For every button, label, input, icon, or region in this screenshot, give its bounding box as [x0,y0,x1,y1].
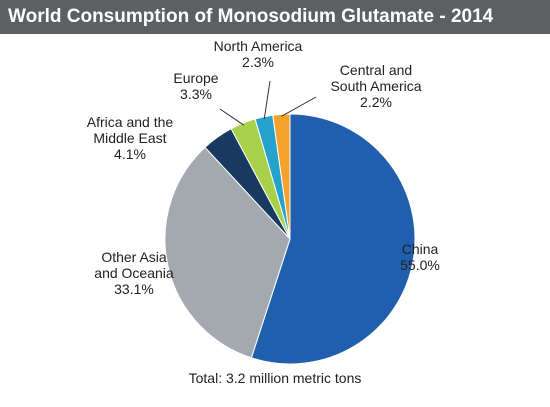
slice-label: Central and [340,62,412,78]
slice-label: Other Asia [101,249,167,265]
pie-slice [164,146,291,359]
slice-label: 2.2% [360,94,392,110]
slice-label: 3.3% [180,86,212,102]
leader-line [263,80,271,119]
pie-slices [164,113,416,364]
slice-label: 33.1% [114,281,154,297]
slice-label: Africa and the [87,114,174,130]
slice-label: and Oceania [94,265,174,281]
slice-label: North America [214,38,303,54]
slice-label: 2.3% [242,54,274,70]
leader-lines [219,80,317,126]
slice-label: South America [330,78,421,94]
total-note: Total: 3.2 million metric tons [188,370,362,386]
pie-slice [272,113,291,240]
slice-label: China [402,241,439,257]
chart-title: World Consumption of Monosodium Glutamat… [8,6,494,27]
slice-label: 55.0% [400,257,440,273]
slice-label: Middle East [93,130,166,146]
pie-slice [250,113,416,364]
leader-line [219,108,244,126]
title-bar: World Consumption of Monosodium Glutamat… [0,0,550,34]
slice-label: Europe [173,70,218,86]
leader-line [281,96,317,117]
slice-label: 4.1% [114,146,146,162]
